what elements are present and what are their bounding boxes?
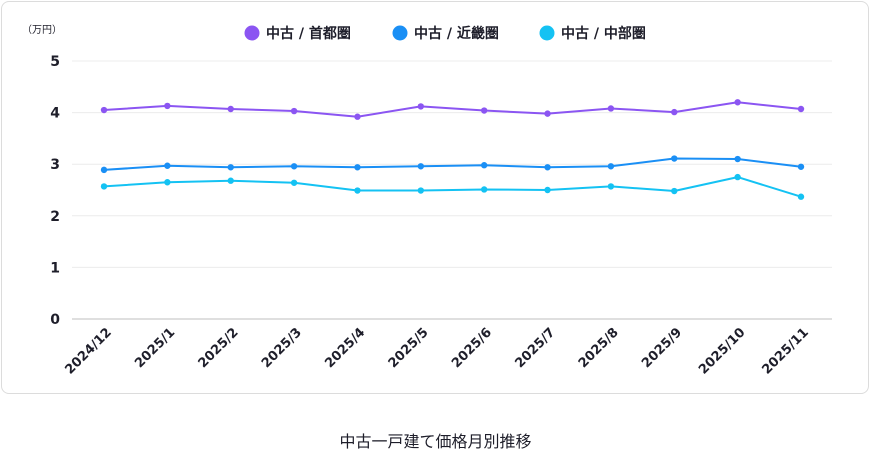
data-point [100, 183, 108, 190]
series-line [103, 176, 802, 198]
data-point [290, 179, 298, 186]
chart-caption: 中古一戸建て価格月別推移 [339, 432, 532, 451]
y-tick-label: 3 [50, 157, 60, 173]
data-point [290, 163, 298, 170]
data-point [671, 155, 678, 162]
y-tick-label: 0 [50, 312, 60, 328]
data-point [797, 105, 805, 113]
series-lines [100, 99, 805, 200]
x-tick-label: 2025/2 [196, 325, 242, 371]
data-point [417, 187, 425, 194]
data-point [354, 164, 361, 171]
data-point [607, 163, 615, 170]
data-point [544, 110, 551, 117]
x-tick-label: 2025/4 [322, 325, 368, 371]
data-point [164, 162, 171, 169]
data-point [607, 105, 615, 112]
y-tick-label: 2 [50, 209, 60, 225]
data-point [544, 164, 551, 171]
x-tick-label: 2025/8 [576, 325, 622, 371]
x-tick-label: 2025/1 [132, 325, 178, 371]
y-axis-ticks: 0 1 2 3 4 5 [50, 54, 60, 328]
legend-swatch [392, 25, 408, 41]
legend-swatch [539, 25, 555, 41]
x-tick-label: 2025/7 [512, 325, 558, 371]
data-point [607, 183, 615, 190]
data-point [227, 105, 234, 113]
x-axis-ticks: 2024/12 2025/1 2025/2 2025/3 2025/4 2025/5 202… [62, 325, 811, 377]
x-tick-label: 2025/6 [449, 325, 495, 371]
y-tick-label: 5 [50, 54, 60, 70]
legend-swatch [244, 25, 260, 41]
legend-entry: 中古 / 近畿圏 [414, 25, 499, 42]
data-point [227, 177, 234, 184]
data-point [480, 107, 488, 114]
data-point [734, 173, 741, 181]
legend-entry: 中古 / 首都圏 [266, 25, 351, 42]
series-1 [100, 155, 805, 174]
legend-entry: 中古 / 中部圏 [561, 25, 646, 42]
x-tick-label: 2025/3 [259, 325, 305, 371]
x-tick-label: 2024/12 [62, 325, 114, 377]
data-point [354, 187, 361, 194]
x-tick-label: 2025/9 [639, 325, 685, 371]
data-point [734, 155, 741, 163]
data-point [797, 193, 805, 200]
x-tick-label: 2025/11 [759, 325, 811, 377]
x-tick-label: 2025/10 [696, 325, 748, 377]
data-point [480, 186, 488, 193]
data-point [164, 179, 171, 186]
line-chart: （万円） 中古 / 首都圏 中古 / 近畿圏 中古 / 中部圏 0 1 2 3 4 5 202… [22, 24, 832, 378]
data-point [797, 163, 805, 170]
series-line [103, 101, 802, 118]
grid [72, 60, 832, 320]
y-tick-label: 4 [50, 106, 60, 122]
data-point [671, 108, 678, 116]
data-point [290, 107, 298, 115]
chart-card: （万円） 中古 / 首都圏 中古 / 近畿圏 中古 / 中部圏 0 1 2 3 4 5 202… [1, 1, 869, 394]
data-point [671, 187, 678, 195]
data-point [100, 106, 108, 114]
data-point [164, 102, 171, 110]
y-axis-unit-label: （万円） [22, 24, 62, 36]
data-point [544, 186, 551, 194]
x-tick-label: 2025/5 [386, 325, 432, 371]
data-point [354, 113, 361, 120]
data-point [734, 99, 741, 106]
series-line [103, 157, 802, 171]
y-tick-label: 1 [50, 260, 60, 276]
data-point [227, 164, 234, 171]
data-point [100, 166, 108, 174]
series-2 [100, 173, 805, 200]
legend: 中古 / 首都圏 中古 / 近畿圏 中古 / 中部圏 [244, 25, 646, 42]
data-point [417, 103, 425, 110]
series-0 [100, 99, 805, 120]
data-point [480, 162, 488, 169]
data-point [417, 163, 425, 170]
